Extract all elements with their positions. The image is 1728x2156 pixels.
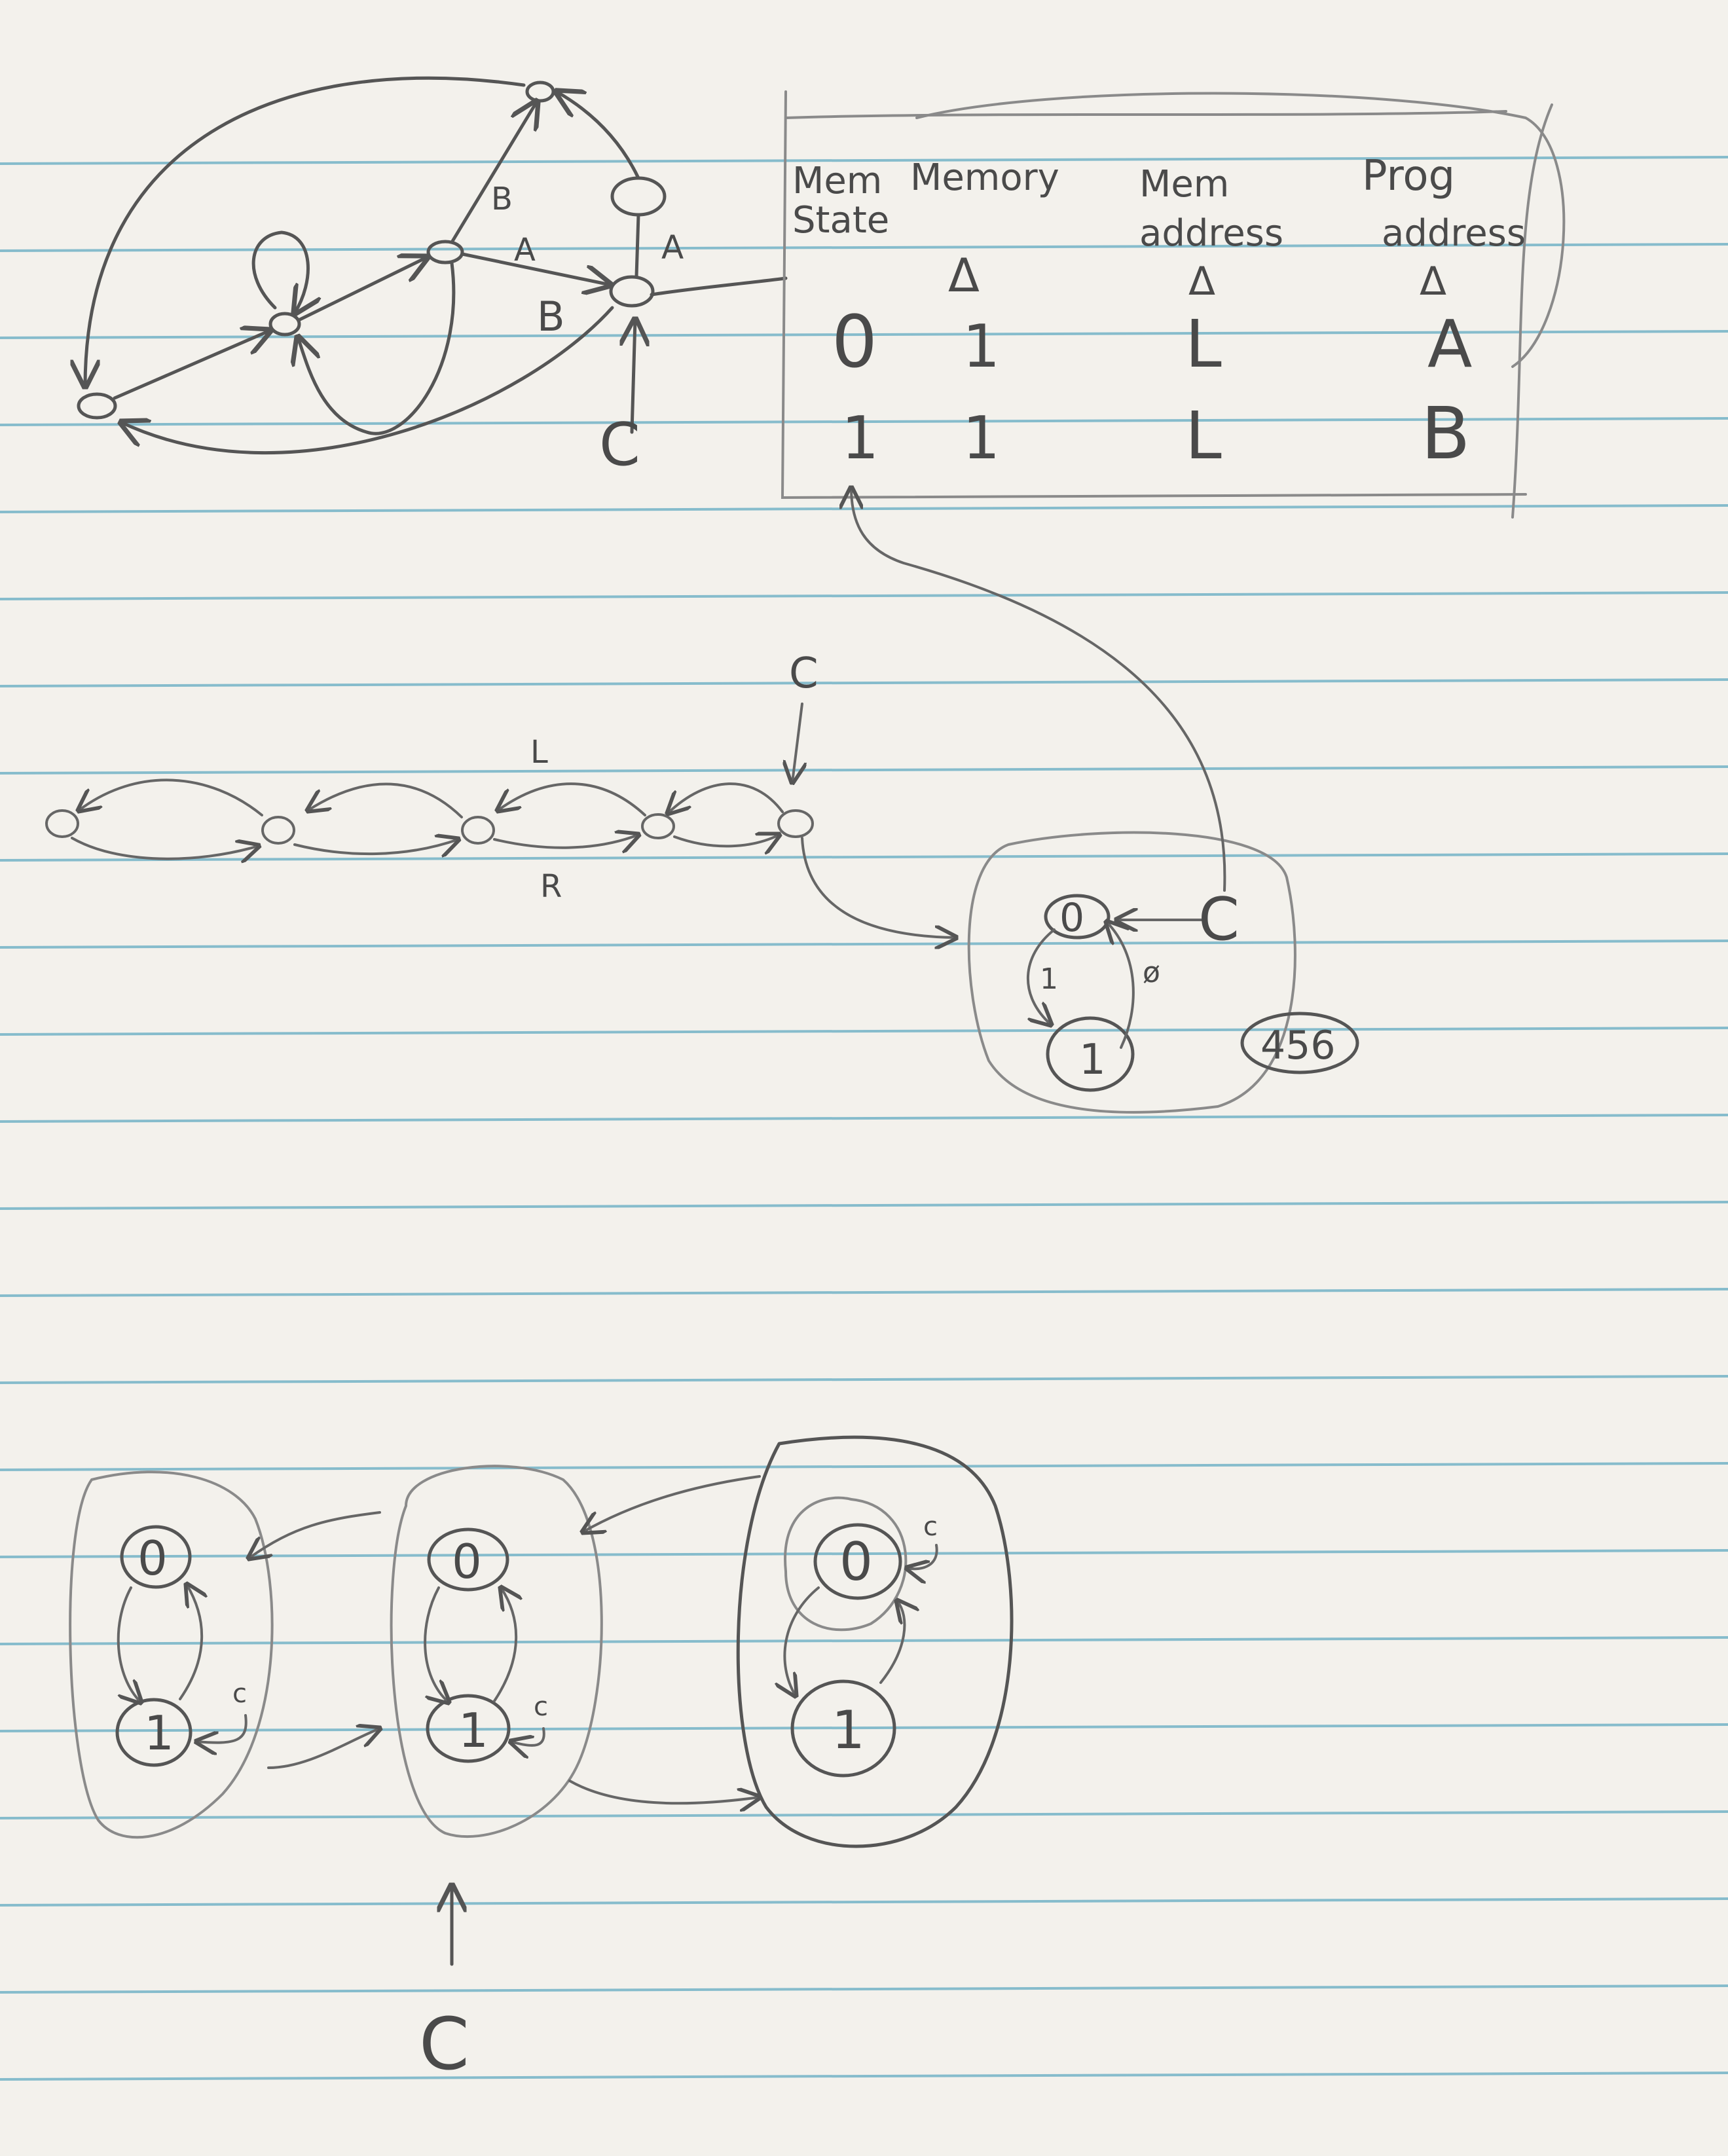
table-cell: L <box>1185 306 1222 382</box>
edge-label-a-middle: A <box>514 232 536 268</box>
ruled-lines <box>0 156 1728 2081</box>
cell-state-1: 1 <box>1079 1036 1106 1084</box>
chain-1-state-1: 1 <box>144 1706 174 1761</box>
chain-3-state-0: 0 <box>839 1531 873 1592</box>
bottom-chain: 0 1 c 0 1 c 0 1 c C <box>69 1435 1014 2086</box>
header-mem-state-line2: State <box>792 199 889 242</box>
chain-1-pointer: c <box>232 1679 247 1709</box>
delta-memory: Δ <box>948 249 980 302</box>
cell-edge-label-1: 1 <box>1040 962 1058 996</box>
table-cell: L <box>1185 397 1222 474</box>
delta-prog-address: Δ <box>1420 259 1446 304</box>
chain-2-state-0: 0 <box>452 1534 482 1589</box>
edge-label-b-upper: B <box>491 181 513 217</box>
tape: C L R <box>45 649 956 938</box>
cell-badge: 456 <box>1260 1023 1336 1069</box>
tape-label-right: R <box>540 868 562 905</box>
table-cell: 0 <box>832 300 877 384</box>
cell-state-0: 0 <box>1059 895 1084 941</box>
header-memory: Memory <box>910 156 1059 199</box>
chain-2-pointer: c <box>534 1692 548 1722</box>
cell-machine: 0 1 1 ø C 456 <box>851 488 1359 1114</box>
table-cell: 1 <box>841 404 879 473</box>
cell-edge-label-null: ø <box>1143 956 1160 989</box>
top-pointer-label: C <box>599 411 640 479</box>
tape-pointer-label: C <box>789 649 818 698</box>
table-cell: A <box>1427 306 1472 382</box>
header-mem-address-line1: Mem <box>1139 163 1229 206</box>
top-state-graph: C B A B A <box>79 76 788 479</box>
header-mem-state-line1: Mem <box>792 160 882 202</box>
memory-table: Mem State Memory Mem address Prog addres… <box>781 90 1566 519</box>
chain-3-state-1: 1 <box>832 1700 865 1761</box>
edge-label-a-right: A <box>661 228 684 266</box>
chain-3-pointer: c <box>923 1512 938 1542</box>
header-prog-address-line2: address <box>1382 212 1526 255</box>
chain-1-state-0: 0 <box>138 1531 168 1586</box>
tape-label-left: L <box>530 734 548 771</box>
table-cell: 1 <box>963 404 1000 473</box>
chain-pointer-label: C <box>419 2002 469 2086</box>
delta-mem-address: Δ <box>1188 259 1215 304</box>
header-mem-address-line2: address <box>1139 212 1283 255</box>
header-prog-address-line1: Prog <box>1362 152 1455 200</box>
edge-label-b-lower: B <box>537 293 565 340</box>
table-cell: 1 <box>963 312 1000 381</box>
table-cell: B <box>1421 392 1470 475</box>
chain-2-state-1: 1 <box>458 1703 488 1758</box>
cell-pointer-label: C <box>1198 885 1240 954</box>
